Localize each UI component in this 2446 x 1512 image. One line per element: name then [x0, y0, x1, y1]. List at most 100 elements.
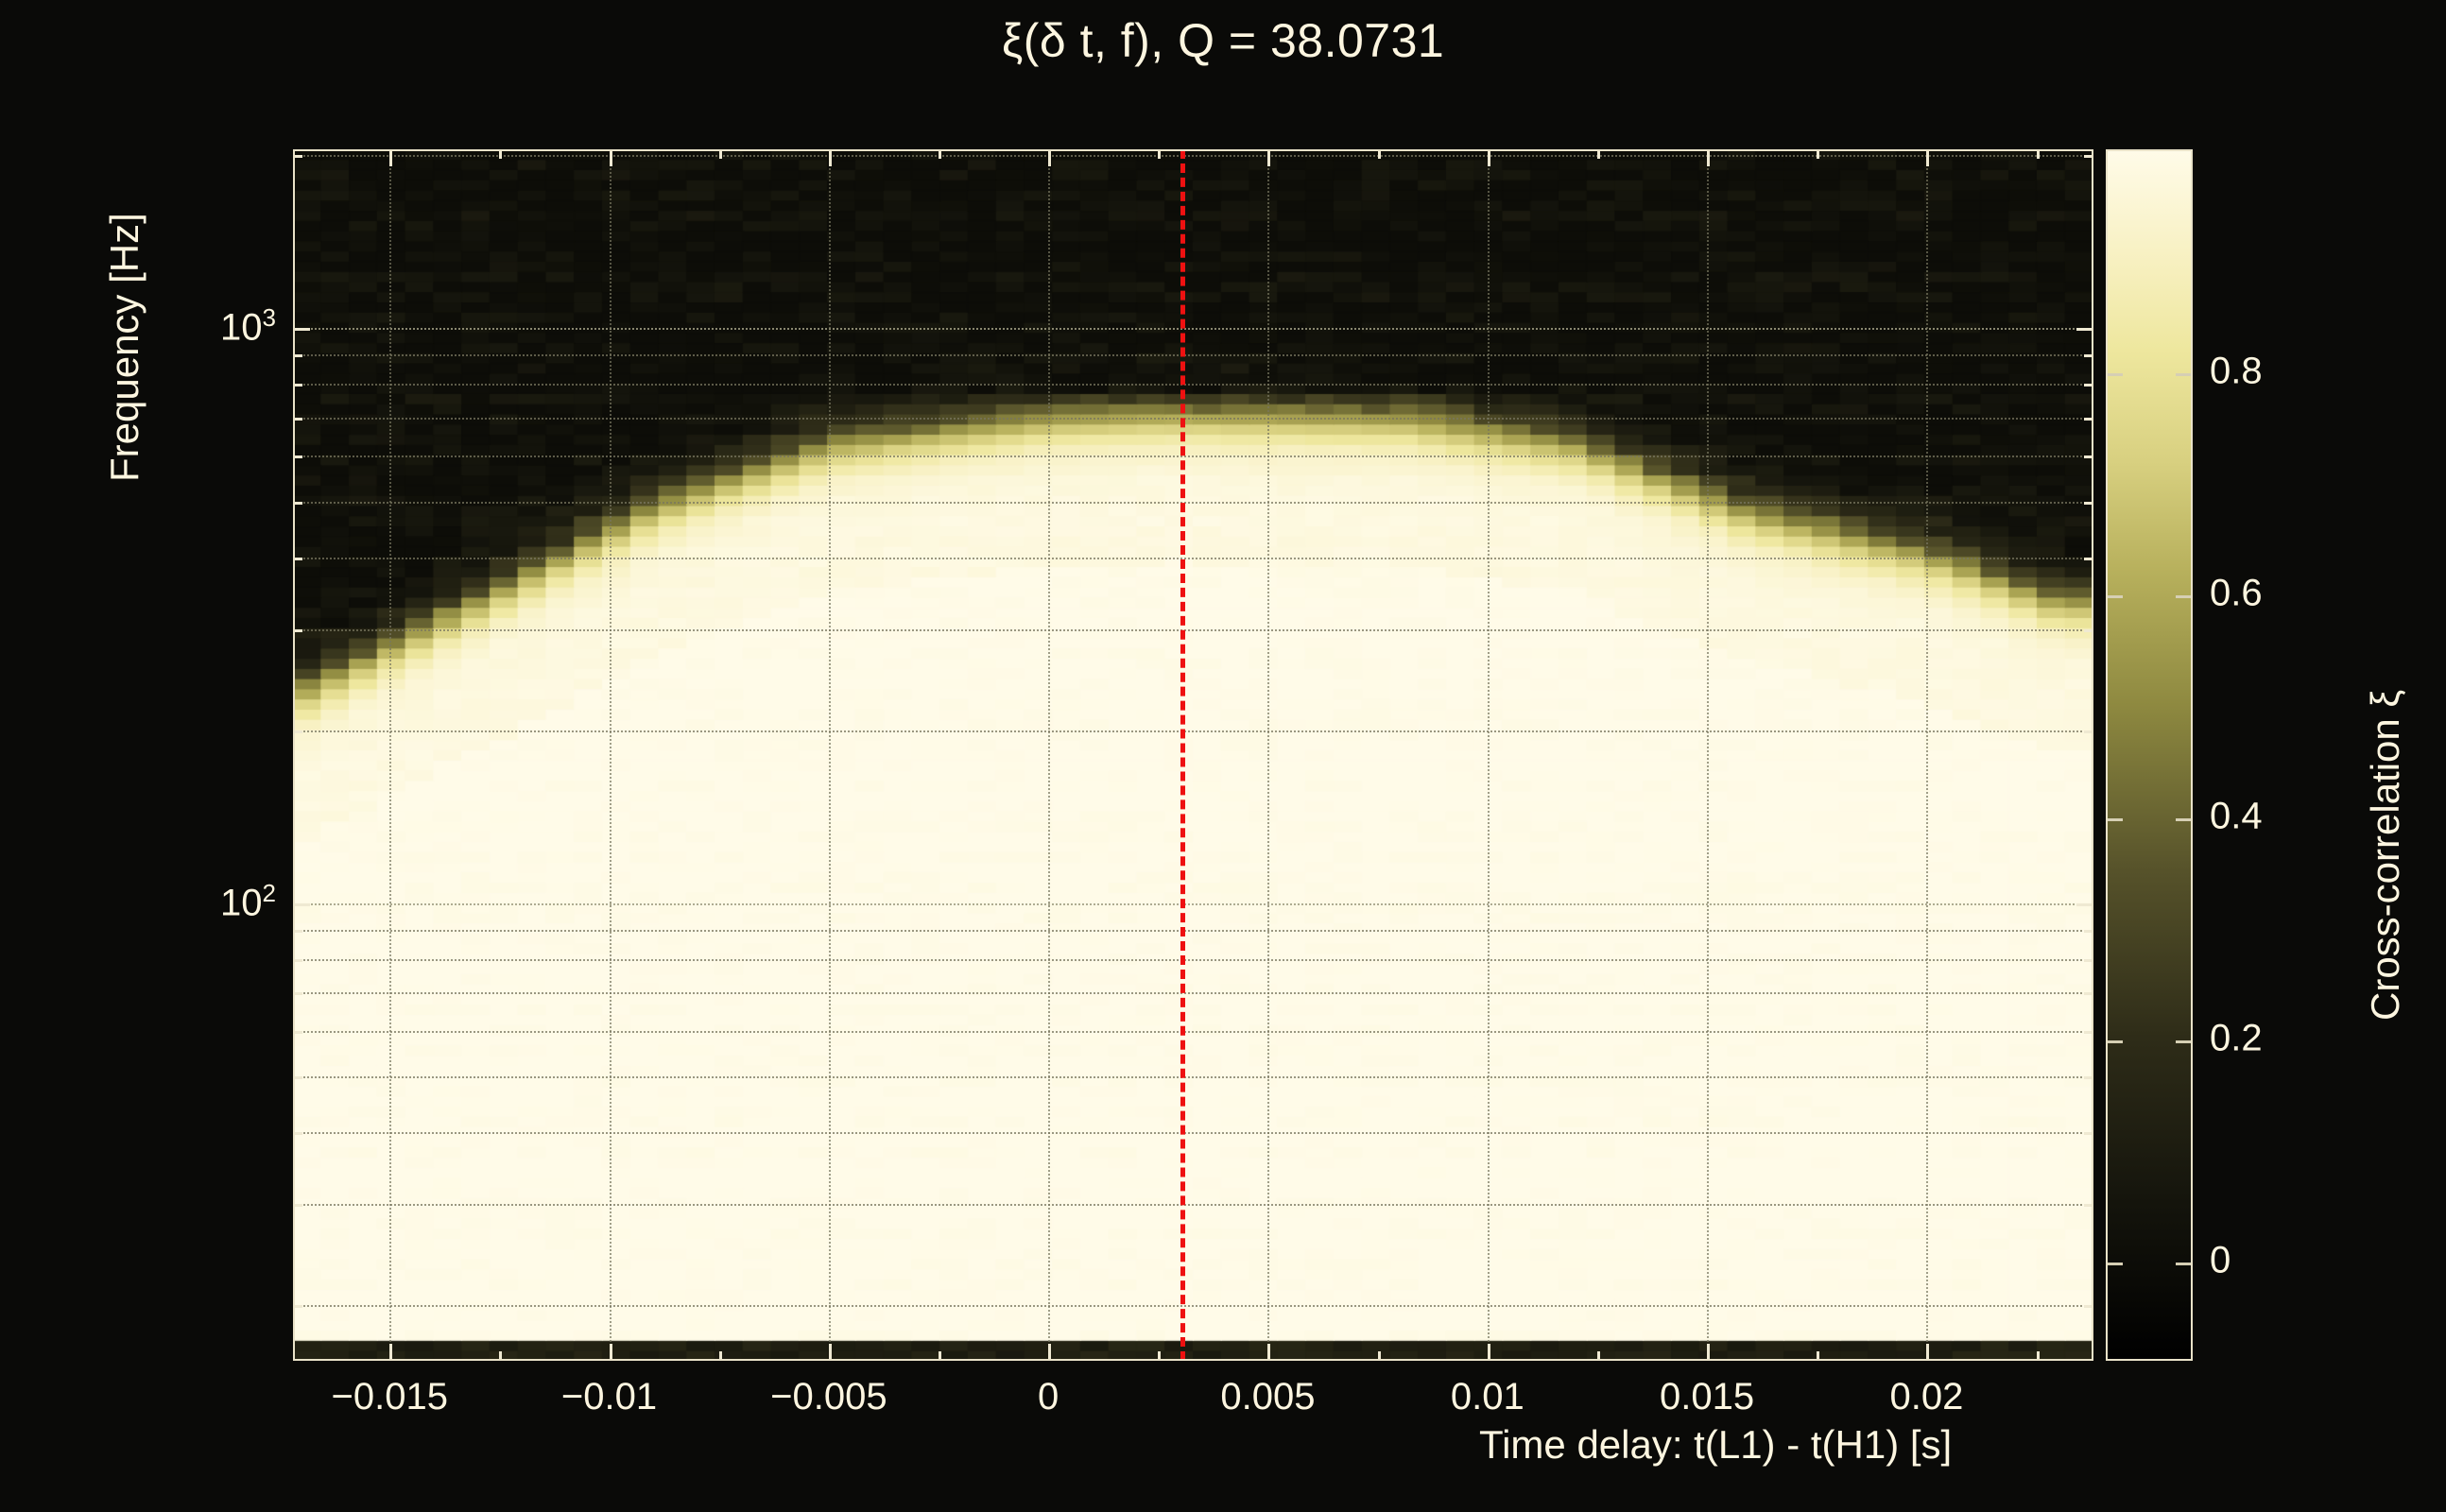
x-axis-tick — [939, 1351, 941, 1361]
y-axis-tick — [2076, 902, 2093, 906]
y-axis-tick — [293, 628, 302, 632]
colorbar-tick-label: 0.4 — [2210, 795, 2263, 837]
y-axis-tick — [293, 1305, 302, 1309]
x-axis-tick — [718, 149, 722, 159]
x-axis-tick — [1926, 149, 1930, 166]
y-axis-tick — [2084, 417, 2093, 421]
x-axis-tick — [1926, 1344, 1930, 1361]
x-axis-tick-label: 0.005 — [1220, 1376, 1316, 1418]
colorbar-tick — [2108, 595, 2123, 599]
x-axis-tick — [389, 1344, 393, 1361]
colorbar-tick — [2176, 1263, 2191, 1266]
y-axis-tick — [293, 417, 302, 421]
colorbar-tick — [2176, 373, 2191, 377]
gridline-horizontal — [293, 929, 2093, 932]
gridline-horizontal — [293, 1305, 2093, 1308]
gridline-horizontal — [293, 417, 2093, 420]
gridline-horizontal — [293, 958, 2093, 961]
gridline-horizontal — [293, 1203, 2093, 1206]
y-axis-tick — [2084, 455, 2093, 459]
x-axis-tick-label: 0.01 — [1450, 1376, 1524, 1418]
x-axis-tick — [1487, 149, 1490, 166]
x-axis-tick — [1158, 1351, 1162, 1361]
y-axis-tick — [2084, 1203, 2093, 1207]
y-axis-tick — [2084, 384, 2093, 387]
y-axis-tick — [2084, 628, 2093, 632]
x-axis-tick — [1707, 1344, 1711, 1361]
gridline-vertical — [1707, 149, 1710, 1361]
y-axis-tick — [293, 1030, 302, 1034]
y-axis-tick — [2084, 1305, 2093, 1309]
x-axis-tick — [1596, 149, 1600, 159]
y-axis-tick — [293, 354, 302, 358]
x-axis-tick — [1817, 149, 1820, 159]
x-axis-tick — [609, 1344, 612, 1361]
y-axis-tick — [2084, 1131, 2093, 1135]
colorbar-tick — [2176, 595, 2191, 599]
x-axis-tick — [2036, 149, 2040, 159]
gridline-vertical — [609, 149, 612, 1361]
x-axis-tick — [389, 149, 393, 166]
heatmap-plot-area[interactable] — [293, 149, 2093, 1361]
y-axis-tick — [2084, 155, 2093, 159]
x-axis-tick — [939, 149, 941, 159]
x-axis-tick — [1048, 149, 1052, 166]
colorbar-tick-label: 0 — [2210, 1239, 2231, 1281]
y-axis-tick — [2084, 354, 2093, 358]
gridline-horizontal — [293, 384, 2093, 387]
x-axis-tick — [499, 1351, 503, 1361]
y-axis-tick — [293, 1075, 302, 1079]
gridline-vertical — [1048, 149, 1051, 1361]
y-axis-tick — [293, 1203, 302, 1207]
x-axis-tick-label: −0.015 — [331, 1376, 448, 1418]
y-axis-tick — [293, 328, 310, 332]
colorbar-tick — [2108, 1040, 2123, 1043]
gridline-vertical — [1267, 149, 1270, 1361]
x-axis-tick — [1817, 1351, 1820, 1361]
gridline-vertical — [389, 149, 392, 1361]
x-axis-tick-label: 0 — [1038, 1376, 1059, 1418]
x-axis-tick — [1377, 1351, 1381, 1361]
colorbar-gradient — [2108, 151, 2191, 1359]
x-axis-tick — [1158, 149, 1162, 159]
x-axis-tick — [1487, 1344, 1490, 1361]
marker-line-vertical — [1180, 149, 1185, 1361]
x-axis-tick — [1267, 1344, 1271, 1361]
x-axis-tick — [1048, 1344, 1052, 1361]
colorbar-title: Cross-correlation ξ — [2363, 689, 2407, 1021]
gridline-horizontal — [293, 155, 2093, 158]
gridline-vertical — [1487, 149, 1490, 1361]
x-axis-tick — [1707, 149, 1711, 166]
colorbar-tick-label: 0.6 — [2210, 572, 2263, 614]
y-axis-tick — [293, 501, 302, 505]
y-axis-tick — [2084, 958, 2093, 962]
y-axis-tick — [293, 992, 302, 996]
colorbar[interactable] — [2106, 149, 2193, 1361]
x-axis-tick — [2036, 1351, 2040, 1361]
x-axis-tick-label: 0.015 — [1660, 1376, 1755, 1418]
x-axis-tick — [718, 1351, 722, 1361]
y-axis-tick — [2084, 557, 2093, 560]
gridline-horizontal — [293, 1030, 2093, 1033]
y-axis-tick — [2084, 1030, 2093, 1034]
y-axis-tick — [293, 902, 310, 906]
y-axis-title: Frequency [Hz] — [102, 213, 146, 482]
y-axis-tick — [2076, 328, 2093, 332]
x-axis-tick — [1267, 149, 1271, 166]
gridline-vertical — [828, 149, 831, 1361]
gridline-horizontal — [293, 1131, 2093, 1134]
colorbar-tick — [2108, 817, 2123, 821]
colorbar-tick — [2176, 1040, 2191, 1043]
gridline-horizontal — [293, 628, 2093, 631]
x-axis-tick — [1377, 149, 1381, 159]
colorbar-tick — [2108, 1263, 2123, 1266]
x-axis-tick — [1596, 1351, 1600, 1361]
gridline-horizontal — [293, 354, 2093, 357]
x-axis-tick-label: −0.01 — [560, 1376, 658, 1418]
gridline-vertical — [1926, 149, 1929, 1361]
y-axis-tick — [293, 929, 302, 933]
gridline-horizontal — [293, 557, 2093, 559]
gridline-horizontal — [293, 902, 2093, 905]
x-axis-tick — [499, 149, 503, 159]
